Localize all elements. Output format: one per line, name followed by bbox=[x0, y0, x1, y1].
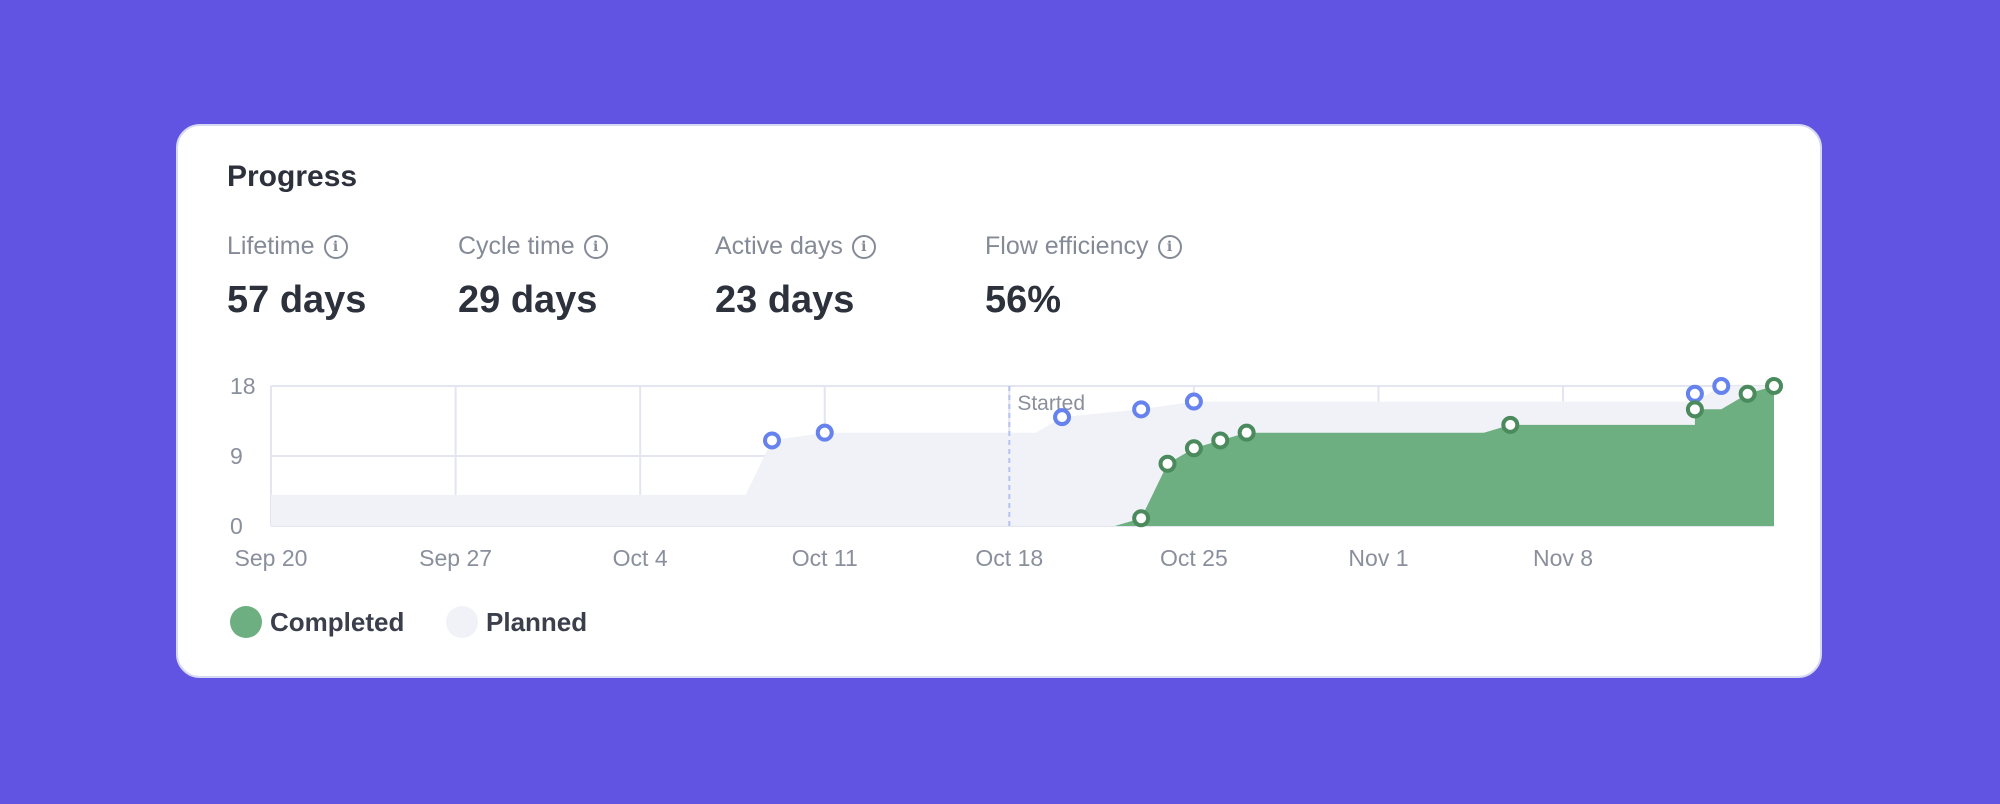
x-tick-label: Sep 27 bbox=[419, 545, 492, 571]
x-tick-label: Oct 4 bbox=[613, 545, 668, 571]
x-tick-label: Nov 8 bbox=[1533, 545, 1593, 571]
x-tick-label: Oct 11 bbox=[792, 545, 858, 571]
stat-value: 23 days bbox=[715, 279, 855, 321]
planned-marker bbox=[1712, 377, 1731, 395]
card-title: Progress bbox=[227, 160, 358, 193]
info-icon[interactable]: i bbox=[583, 234, 608, 259]
completed-marker bbox=[1765, 377, 1783, 395]
planned-marker bbox=[1685, 384, 1704, 403]
stat-label: Flow efficiency bbox=[985, 232, 1149, 260]
stat-value: 57 days bbox=[227, 279, 367, 321]
stat-label: Active days bbox=[715, 232, 843, 260]
completed-marker bbox=[1211, 431, 1230, 450]
series-area-completed bbox=[1114, 386, 1774, 526]
completed-marker bbox=[1685, 400, 1704, 419]
planned-marker bbox=[1184, 392, 1203, 411]
stat-lifetime: Lifetime i 57 days bbox=[227, 232, 366, 322]
stat-value: 56% bbox=[985, 279, 1062, 321]
legend-label: Completed bbox=[270, 606, 405, 637]
completed-marker bbox=[1184, 439, 1203, 458]
y-tick-label: 9 bbox=[230, 443, 243, 469]
y-tick-label: 0 bbox=[230, 513, 243, 539]
info-icon[interactable]: i bbox=[323, 234, 348, 259]
x-tick-label: Nov 1 bbox=[1348, 545, 1408, 571]
stat-active-days: Active days i 23 days bbox=[715, 232, 876, 322]
planned-marker bbox=[1132, 400, 1151, 419]
progress-card: Progress Lifetime i 57 days Cycle time i… bbox=[176, 124, 1822, 678]
stat-flow-efficiency: Flow efficiency i 56% bbox=[985, 232, 1182, 322]
legend-swatch-completed bbox=[230, 606, 262, 638]
stat-value: 29 days bbox=[458, 279, 598, 321]
completed-marker bbox=[1738, 384, 1757, 403]
annotation-label: Started bbox=[1017, 392, 1085, 415]
info-icon[interactable]: i bbox=[851, 234, 876, 259]
legend-swatch-planned bbox=[446, 606, 478, 638]
stat-label: Lifetime bbox=[227, 232, 315, 260]
progress-chart: Started 0 9 18 Sep 20 Sep 27 Oct 4 Oct 11 Oct 18… bbox=[230, 373, 1783, 571]
x-tick-label: Oct 25 bbox=[1160, 545, 1228, 571]
y-tick-label: 18 bbox=[230, 373, 256, 399]
legend-item-completed[interactable]: Completed bbox=[230, 606, 404, 638]
legend-item-planned[interactable]: Planned bbox=[446, 606, 587, 638]
stat-label: Cycle time bbox=[458, 232, 575, 260]
planned-marker bbox=[1053, 408, 1072, 427]
x-tick-label: Oct 18 bbox=[975, 545, 1043, 571]
planned-marker bbox=[815, 423, 834, 442]
stat-cycle-time: Cycle time i 29 days bbox=[458, 232, 608, 322]
info-icon[interactable]: i bbox=[1157, 234, 1182, 259]
completed-marker bbox=[1237, 423, 1256, 442]
completed-marker bbox=[1132, 509, 1151, 528]
completed-marker bbox=[1501, 415, 1520, 434]
completed-marker bbox=[1158, 454, 1177, 473]
planned-marker bbox=[763, 431, 781, 450]
legend-label: Planned bbox=[486, 606, 588, 637]
x-tick-label: Sep 20 bbox=[235, 545, 308, 571]
